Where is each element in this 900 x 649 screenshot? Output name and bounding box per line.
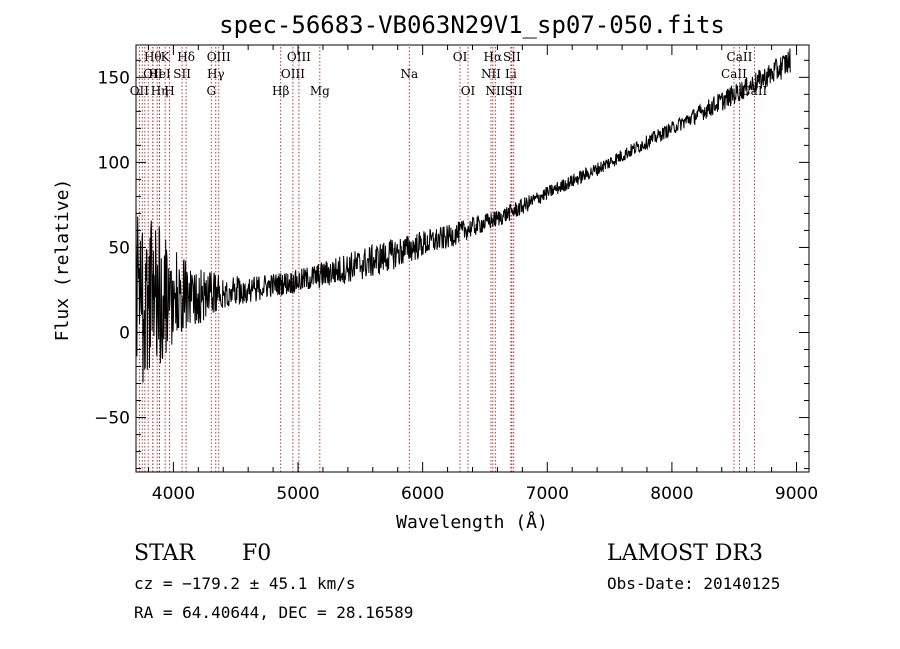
spectrum-series-line [135,48,791,383]
line-label: Hη [151,84,169,98]
y-tick-label: −50 [94,409,130,429]
line-label: SII [505,84,523,98]
line-label: OIII [281,67,305,81]
chart-title: spec-56683-VB063N29V1_sp07-050.fits [219,11,725,39]
line-label: OI [461,84,476,98]
line-label: Hβ [272,84,289,98]
line-label: NII [481,67,501,81]
line-label: Hδ [177,50,195,64]
line-label: CaII [727,50,753,64]
y-tick-label: 50 [108,238,130,258]
line-label: SII [503,50,521,64]
ra-dec-coordinates: RA = 64.40644, DEC = 28.16589 [134,603,413,622]
plot-frame [135,44,810,473]
x-axis-label: Wavelength (Å) [396,511,548,533]
line-label: HeI [148,67,171,81]
x-tick-label: 7000 [526,484,569,504]
line-label: Hα [484,50,503,64]
survey-name: LAMOST DR3 [607,541,763,566]
redshift-velocity: cz = −179.2 ± 45.1 km/s [134,574,356,593]
line-label: G [206,84,216,98]
line-label: NII [485,84,505,98]
line-label: OII [130,84,150,98]
line-label: OII [143,67,163,81]
y-tick-label: 150 [98,68,130,88]
line-label: H [164,84,174,98]
y-tick-label: 0 [119,324,130,344]
x-tick-label: 9000 [775,484,818,504]
object-subclass: F0 [242,541,271,566]
y-tick-label: 100 [98,153,130,173]
spectral-line-markers: OIIHθOIIHeIHηKHSIIHδGHγOIIIHβOIIIOIIIMgN… [130,47,768,472]
line-label: Hθ [144,50,162,64]
x-tick-label: 5000 [276,484,319,504]
line-label: SII [173,67,191,81]
object-class: STAR [134,541,196,566]
line-label: OIII [207,50,231,64]
y-axis-label: Flux (relative) [52,179,73,342]
x-tick-label: 8000 [650,484,693,504]
line-label: Na [400,67,418,81]
observation-date: Obs-Date: 20140125 [607,574,780,593]
line-label: OI [453,50,468,64]
x-tick-label: 6000 [401,484,444,504]
line-label: Li [505,67,517,81]
axis-ticks: 4000 5000 6000 7000 8000 9000 −50 0 50 100 150 [94,45,818,504]
line-label: OIII [287,50,311,64]
line-label: Hγ [207,67,225,81]
line-label: CaII [721,67,747,81]
line-label: Mg [310,84,330,98]
line-label: K [161,50,171,64]
x-tick-label: 4000 [152,484,195,504]
